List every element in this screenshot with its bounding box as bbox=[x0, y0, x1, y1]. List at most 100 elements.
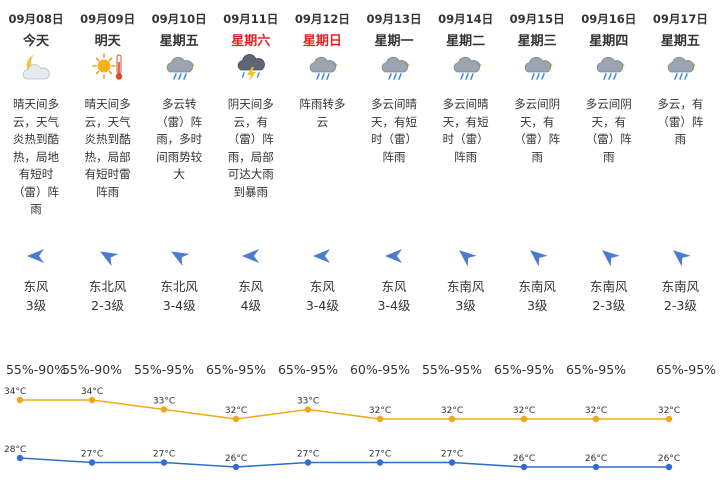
wind-level: 3-4级 bbox=[162, 298, 196, 313]
day-column: 09月14日 星期二 多云间晴天，有短时（雷）阵雨 东南风 3级 bbox=[430, 0, 502, 340]
low-temp-line bbox=[19, 457, 669, 468]
high-temp-point bbox=[160, 406, 168, 413]
day-column: 09月09日 明天 晴天间多云，天气炎热到酷热，局部有短时雷阵雨 东北风 2-3… bbox=[72, 0, 144, 340]
low-temp-label: 27°C bbox=[153, 450, 175, 460]
wind-level: 3级 bbox=[526, 298, 548, 313]
low-temp-point bbox=[160, 459, 168, 466]
humidity-range: 65%-95% bbox=[277, 362, 339, 377]
day-date: 09月17日 bbox=[652, 12, 708, 26]
day-name: 星期日 bbox=[302, 34, 342, 49]
wind-arrow-east-icon bbox=[24, 244, 48, 268]
wind-level: 4级 bbox=[240, 298, 262, 313]
high-temp-points: 34°C 34°C 33°C 32°C 33°C 32°C 32°C 32°C 32°C 32°C bbox=[4, 387, 680, 423]
low-temp-point bbox=[592, 463, 600, 471]
low-temp-label: 28°C bbox=[4, 445, 26, 455]
cloud-rain-icon bbox=[664, 52, 698, 82]
cloud-rain-icon bbox=[593, 52, 627, 82]
high-temp-point bbox=[232, 415, 240, 423]
wind-direction: 东风 bbox=[309, 279, 335, 294]
high-temp-label: 33°C bbox=[297, 397, 319, 407]
wind-level: 2-3级 bbox=[91, 298, 125, 313]
day-column: 09月15日 星期三 多云间阴天，有（雷）阵雨 东南风 3级 bbox=[501, 0, 573, 340]
weather-description: 阴天间多云，有（雷）阵雨，局部可达大雨到暴雨 bbox=[227, 97, 274, 199]
day-name: 今天 bbox=[22, 34, 49, 49]
low-temp-label: 26°C bbox=[585, 454, 607, 464]
day-name: 星期三 bbox=[517, 34, 557, 49]
low-temp-point bbox=[304, 459, 312, 466]
low-temp-point bbox=[520, 463, 528, 471]
wind-direction: 东北风 bbox=[88, 279, 127, 294]
temperature-chart: 34°C 34°C 33°C 32°C 33°C 32°C 32°C 32°C 32°C 32°C… bbox=[4, 387, 680, 471]
low-temp-point bbox=[16, 454, 24, 462]
cloud-rain-icon bbox=[450, 52, 484, 82]
wind-level: 3-4级 bbox=[377, 298, 411, 313]
high-temp-label: 32°C bbox=[369, 406, 391, 416]
day-column: 09月16日 星期四 多云间阴天，有（雷）阵雨 东南风 2-3级 bbox=[573, 0, 645, 340]
wind-direction: 东南风 bbox=[518, 279, 556, 294]
low-temp-point bbox=[665, 463, 673, 471]
high-temp-point bbox=[665, 415, 673, 423]
day-date: 09月11日 bbox=[223, 12, 279, 26]
wind-arrow-east-icon bbox=[382, 244, 406, 268]
day-name: 星期四 bbox=[589, 34, 629, 49]
high-temp-label: 32°C bbox=[658, 406, 680, 416]
low-temp-point bbox=[376, 459, 384, 466]
day-column: 09月17日 星期五 多云，有（雷）阵雨 东南风 2-3级 bbox=[644, 0, 716, 340]
weather-description: 晴天间多云，天气炎热到酷热，局地有短时（雷）阵雨 bbox=[13, 97, 59, 216]
weather-description: 多云间阴天，有（雷）阵雨 bbox=[514, 97, 561, 164]
wind-arrow-east-icon bbox=[239, 244, 263, 268]
cloud-rain-icon bbox=[163, 52, 197, 82]
low-temp-label: 27°C bbox=[441, 450, 463, 460]
humidity-range: 55%-90% bbox=[61, 362, 123, 377]
wind-arrow-southeast-icon bbox=[525, 244, 549, 268]
wind-level: 3-4级 bbox=[305, 298, 339, 313]
humidity-range: 55%-95% bbox=[133, 362, 195, 377]
humidity-range: 65%-95% bbox=[655, 362, 717, 377]
weather-description: 晴天间多云，天气炎热到酷热，局部有短时雷阵雨 bbox=[84, 97, 131, 199]
day-name: 星期五 bbox=[660, 34, 700, 49]
day-column: 09月13日 星期一 多云间晴天，有短时（雷）阵雨 东风 3-4级 bbox=[358, 0, 430, 340]
high-temp-point bbox=[16, 396, 24, 404]
wind-arrow-southeast-icon bbox=[454, 244, 478, 268]
wind-arrow-northeast-icon bbox=[96, 244, 120, 268]
day-date: 09月15日 bbox=[509, 12, 565, 26]
weather-description: 多云间晴天，有短时（雷）阵雨 bbox=[371, 97, 417, 164]
wind-direction: 东风 bbox=[238, 279, 264, 294]
wind-arrow-southeast-icon bbox=[668, 244, 692, 268]
low-temp-points: 28°C 27°C 27°C 26°C 27°C 27°C 27°C 26°C 26°C 26°C bbox=[4, 445, 680, 471]
wind-level: 3级 bbox=[25, 298, 47, 313]
wind-level: 2-3级 bbox=[592, 298, 626, 313]
cloud-rain-icon bbox=[378, 52, 412, 82]
day-column: 09月10日 星期五 多云转（雷）阵雨，多时间雨势较大 东北风 3-4级 bbox=[143, 0, 215, 340]
high-temp-line bbox=[20, 399, 669, 420]
high-temp-label: 32°C bbox=[585, 406, 607, 416]
humidity-range: 65%-95% bbox=[205, 362, 267, 377]
day-date: 09月14日 bbox=[438, 12, 494, 26]
low-temp-label: 26°C bbox=[513, 454, 535, 464]
weather-description: 多云转（雷）阵雨，多时间雨势较大 bbox=[156, 97, 203, 181]
low-temp-label: 27°C bbox=[369, 450, 391, 460]
high-temp-label: 32°C bbox=[513, 406, 535, 416]
day-name: 星期二 bbox=[446, 34, 486, 49]
low-temp-label: 27°C bbox=[81, 450, 103, 460]
wind-direction: 东南风 bbox=[446, 279, 485, 294]
wind-level: 2-3级 bbox=[663, 298, 697, 313]
day-name: 星期六 bbox=[231, 34, 271, 49]
high-temp-point bbox=[448, 415, 456, 423]
sun-thermometer-icon bbox=[91, 52, 126, 82]
day-date: 09月13日 bbox=[366, 12, 422, 26]
day-date: 09月16日 bbox=[581, 12, 637, 26]
weather-description: 多云，有（雷）阵雨 bbox=[657, 97, 704, 146]
day-name: 明天 bbox=[94, 34, 121, 49]
wind-direction: 东风 bbox=[381, 279, 407, 294]
low-temp-label: 26°C bbox=[658, 454, 680, 464]
cloud-rain-icon bbox=[306, 52, 340, 82]
high-temp-label: 34°C bbox=[81, 387, 103, 397]
wind-arrow-southeast-icon bbox=[597, 244, 621, 268]
cloud-rain-icon bbox=[521, 52, 555, 82]
day-column: 09月12日 星期日 阵雨转多云 东风 3-4级 bbox=[286, 0, 358, 340]
low-temp-label: 27°C bbox=[297, 450, 319, 460]
wind-level: 3级 bbox=[455, 298, 476, 313]
high-temp-label: 33°C bbox=[153, 397, 175, 407]
